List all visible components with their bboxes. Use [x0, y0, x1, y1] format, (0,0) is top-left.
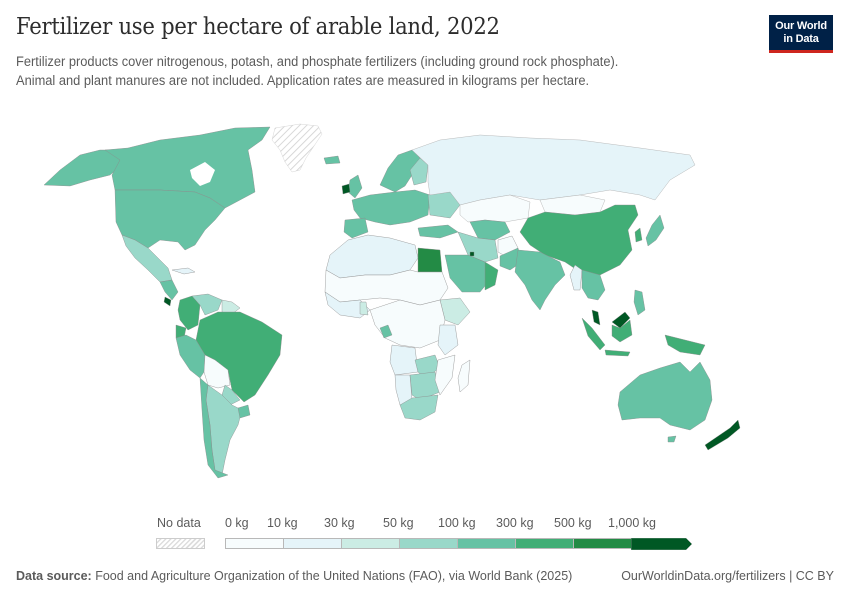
chart-subtitle: Fertilizer products cover nitrogenous, p… [16, 52, 726, 90]
legend-tick-50: 50 kg [383, 516, 414, 530]
subtitle-line-1: Fertilizer products cover nitrogenous, p… [16, 54, 619, 69]
legend-nodata-swatch[interactable] [156, 538, 205, 549]
region-costa-rica[interactable] [163, 296, 172, 307]
region-myanmar[interactable] [569, 264, 583, 291]
region-caribbean[interactable] [171, 267, 196, 275]
region-egypt[interactable] [417, 247, 443, 273]
region-hudson-bay [190, 162, 215, 186]
source-url-link[interactable]: OurWorldinData.org/fertilizers | CC BY [621, 569, 834, 583]
region-angola[interactable] [389, 344, 419, 376]
source-text: Food and Agriculture Organization of the… [95, 569, 573, 583]
legend-bin-50-100[interactable] [399, 538, 457, 549]
region-central-asia[interactable] [469, 219, 511, 241]
region-finland[interactable] [409, 157, 429, 186]
legend-nodata-label: No data [157, 516, 201, 530]
region-ireland[interactable] [341, 183, 351, 195]
region-central-america[interactable] [159, 279, 179, 301]
region-central-africa[interactable] [369, 299, 446, 349]
legend-bin-100-300[interactable] [457, 538, 515, 549]
region-indonesia-borneo[interactable] [611, 319, 633, 343]
region-png[interactable] [664, 334, 706, 356]
legend-bin-500-1000[interactable] [573, 538, 631, 549]
legend-bin-300-500[interactable] [515, 538, 573, 549]
region-western-europe[interactable] [351, 189, 431, 226]
footer: Data source: Food and Agriculture Organi… [16, 569, 834, 583]
region-malaysia-borneo[interactable] [611, 311, 631, 329]
region-guianas[interactable] [221, 299, 241, 315]
legend-tick-100: 100 kg [438, 516, 476, 530]
logo-line-1: Our World [775, 20, 827, 32]
region-korea[interactable] [634, 227, 643, 243]
region-kazakhstan[interactable] [459, 194, 531, 223]
region-uruguay[interactable] [237, 404, 251, 419]
chart-title: Fertilizer use per hectare of arable lan… [16, 14, 500, 40]
region-bolivia[interactable] [203, 354, 231, 389]
legend-bin-10-30[interactable] [283, 538, 341, 549]
region-tasmania[interactable] [667, 435, 677, 443]
region-ghana[interactable] [359, 301, 369, 316]
region-iceland[interactable] [323, 155, 341, 165]
source-label: Data source: [16, 569, 92, 583]
legend-tick-300: 300 kg [496, 516, 534, 530]
region-madagascar[interactable] [457, 359, 471, 393]
region-japan[interactable] [645, 214, 665, 247]
region-venezuela[interactable] [191, 293, 223, 316]
region-greenland[interactable] [271, 123, 323, 173]
owid-logo[interactable]: Our World in Data [769, 15, 833, 53]
region-new-zealand[interactable] [704, 419, 741, 451]
subtitle-line-2: Animal and plant manures are not include… [16, 73, 590, 88]
legend-tick-1000: 1,000 kg [608, 516, 656, 530]
region-mozambique[interactable] [434, 354, 456, 396]
region-china[interactable] [519, 204, 639, 276]
legend-bin-over-1000[interactable] [631, 538, 694, 550]
region-australia[interactable] [617, 361, 713, 431]
world-map[interactable] [0, 110, 850, 510]
region-south-africa[interactable] [399, 394, 439, 421]
region-malaysia-peninsula[interactable] [591, 309, 601, 326]
region-turkey[interactable] [417, 224, 459, 239]
region-kuwait[interactable] [469, 251, 475, 257]
region-iberia[interactable] [343, 217, 369, 239]
legend-tick-500: 500 kg [554, 516, 592, 530]
region-india[interactable] [514, 249, 566, 311]
region-uk[interactable] [347, 174, 363, 199]
region-indonesia-sumatra[interactable] [581, 317, 606, 351]
logo-line-2: in Data [783, 33, 819, 45]
region-indonesia-java[interactable] [604, 349, 631, 357]
region-east-africa[interactable] [437, 324, 459, 356]
region-gabon[interactable] [379, 324, 393, 339]
legend: No data 0 kg 10 kg 30 kg 50 kg 100 kg 30… [150, 515, 710, 555]
legend-tick-0: 0 kg [225, 516, 249, 530]
region-russia[interactable] [411, 134, 696, 206]
region-thailand-vietnam[interactable] [581, 269, 606, 301]
region-philippines[interactable] [633, 289, 646, 316]
legend-tick-10: 10 kg [267, 516, 298, 530]
region-oman[interactable] [484, 261, 499, 291]
region-chile[interactable] [199, 377, 229, 479]
legend-bin-0-10[interactable] [225, 538, 283, 549]
legend-bin-30-50[interactable] [341, 538, 399, 549]
legend-tick-30: 30 kg [324, 516, 355, 530]
